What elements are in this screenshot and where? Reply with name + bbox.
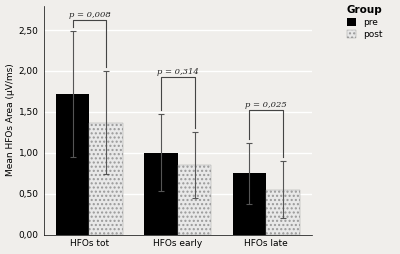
Bar <box>233 173 266 235</box>
Y-axis label: Mean HFOs Area (μV/ms): Mean HFOs Area (μV/ms) <box>6 64 14 177</box>
Bar <box>89 122 123 235</box>
Bar <box>266 189 300 235</box>
Text: p = 0,025: p = 0,025 <box>245 101 287 109</box>
Text: p = 0,314: p = 0,314 <box>157 68 199 76</box>
Bar <box>178 165 211 235</box>
Legend: pre, post: pre, post <box>347 6 383 39</box>
Text: p = 0,008: p = 0,008 <box>68 11 110 20</box>
Bar <box>56 94 89 235</box>
Bar <box>144 153 178 235</box>
